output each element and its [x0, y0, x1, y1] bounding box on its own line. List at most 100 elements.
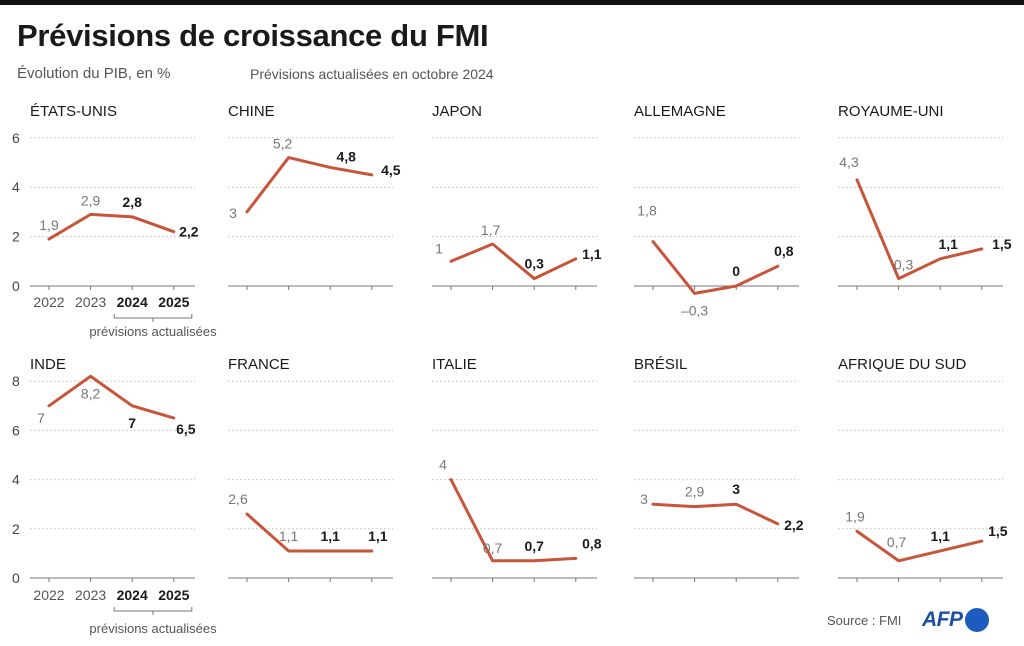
data-label: 5,2 — [273, 136, 293, 152]
data-label: 2,8 — [122, 194, 142, 210]
series-line — [855, 178, 984, 281]
y-tick-label: 0 — [12, 278, 20, 294]
series-line — [651, 240, 780, 295]
forecast-bracket-label: prévisions actualisées — [89, 621, 217, 636]
data-label: 0 — [732, 263, 740, 279]
update-note: Prévisions actualisées en octobre 2024 — [250, 66, 494, 82]
panel-title: ITALIE — [432, 356, 477, 373]
data-label: 1,5 — [992, 236, 1012, 252]
data-label: 1,7 — [481, 222, 501, 238]
panel-title: FRANCE — [228, 356, 290, 373]
y-tick-label: 6 — [12, 422, 20, 438]
series-line — [855, 529, 984, 563]
data-label: 7 — [37, 410, 45, 426]
panel-japon: JAPON 1 1,7 0,3 1,1 — [432, 103, 602, 290]
data-label: 4,3 — [839, 154, 859, 170]
panel-italie: ITALIE 4 0,7 0,7 0,8 — [432, 356, 602, 582]
y-tick-label: 0 — [12, 570, 20, 586]
y-tick-label: 2 — [12, 521, 20, 537]
top-rule — [0, 0, 1024, 5]
data-label: 0,7 — [887, 534, 907, 550]
y-tick-label: 2 — [12, 229, 20, 245]
data-label: 0,8 — [774, 243, 794, 259]
y-tick-label: 4 — [12, 472, 20, 488]
data-label: 6,5 — [176, 421, 196, 437]
panel-title: INDE — [30, 356, 66, 373]
panel-title: CHINE — [228, 103, 275, 120]
data-label: 3 — [229, 205, 237, 221]
data-label: –0,3 — [681, 302, 708, 318]
y-tick-label: 8 — [12, 373, 20, 389]
panel-france: FRANCE 2,6 1,1 1,1 1,1 — [228, 356, 393, 582]
x-tick-label: 2024 — [117, 587, 148, 603]
data-label: 1,1 — [320, 528, 340, 544]
series-line — [651, 502, 780, 526]
data-label: 2,9 — [81, 192, 101, 208]
series-line — [245, 156, 374, 214]
source-note: Source : FMI — [827, 613, 902, 628]
data-label: 3 — [640, 491, 648, 507]
data-label: 1,1 — [368, 528, 388, 544]
data-label: 1,5 — [988, 523, 1008, 539]
panel-inde: INDE 0 2 4 6 8 2022 2023 2024 2025 prévisions actu… — [12, 356, 217, 636]
series-line — [47, 374, 176, 420]
panel-title: BRÉSIL — [634, 356, 687, 373]
forecast-bracket-label: prévisions actualisées — [89, 324, 217, 339]
series-line — [245, 512, 374, 553]
data-label: 1,9 — [845, 508, 865, 524]
panel-title: JAPON — [432, 103, 482, 120]
panel-allemagne: ALLEMAGNE 1,8 –0,3 0 0,8 — [634, 103, 799, 318]
panel-title: AFRIQUE DU SUD — [838, 356, 967, 373]
y-tick-label: 6 — [12, 130, 20, 146]
data-label: 2,6 — [228, 491, 248, 507]
data-label: 2,9 — [685, 484, 705, 500]
x-tick-label: 2023 — [75, 294, 106, 310]
panel--tats-unis: ÉTATS-UNIS 0 2 4 6 2022 2023 2024 2025 prévisions… — [12, 103, 217, 339]
series-line — [449, 478, 578, 563]
data-label: 4,5 — [381, 162, 401, 178]
afp-logo-text: AFP — [922, 608, 963, 631]
x-tick-label: 2022 — [33, 294, 64, 310]
x-tick-label: 2025 — [158, 587, 189, 603]
data-label: 1,1 — [930, 528, 950, 544]
afp-logo: AFP — [922, 604, 989, 636]
panel-title: ALLEMAGNE — [634, 103, 726, 120]
panel-afrique-du-sud: AFRIQUE DU SUD 1,9 0,7 1,1 1,5 — [838, 356, 1008, 582]
subtitle: Évolution du PIB, en % — [17, 65, 171, 82]
data-label: 4 — [439, 457, 447, 473]
data-label: 1,9 — [39, 217, 59, 233]
data-label: 3 — [732, 481, 740, 497]
page-title: Prévisions de croissance du FMI — [17, 18, 489, 53]
y-tick-label: 4 — [12, 179, 20, 195]
data-label: 1,1 — [279, 528, 299, 544]
panel-title: ÉTATS-UNIS — [30, 103, 117, 120]
panel-br-sil: BRÉSIL 3 2,9 3 2,2 — [634, 356, 804, 582]
chart-row-1: ÉTATS-UNIS 0 2 4 6 2022 2023 2024 2025 prévisions… — [12, 103, 1012, 339]
data-label: 2,2 — [784, 517, 804, 533]
chart-row-2: INDE 0 2 4 6 8 2022 2023 2024 2025 prévisions actu… — [12, 356, 1008, 636]
data-label: 0,8 — [582, 535, 602, 551]
series-line — [449, 242, 578, 281]
forecast-bracket — [113, 607, 193, 615]
x-tick-label: 2023 — [75, 587, 106, 603]
panel-royaume-uni: ROYAUME-UNI 4,3 0,3 1,1 1,5 — [838, 103, 1012, 290]
data-label: 0,7 — [524, 538, 544, 554]
data-label: 1,1 — [938, 236, 958, 252]
data-label: 1,1 — [582, 246, 602, 262]
panel-title: ROYAUME-UNI — [838, 103, 944, 120]
panel-chine: CHINE 3 5,2 4,8 4,5 — [228, 103, 401, 290]
x-tick-label: 2025 — [158, 294, 189, 310]
data-label: 8,2 — [81, 385, 101, 401]
data-label: 2,2 — [179, 224, 199, 240]
series-line — [47, 212, 176, 241]
data-label: 4,8 — [336, 148, 356, 164]
data-label: 1 — [435, 240, 443, 256]
data-label: 0,3 — [524, 256, 544, 272]
data-label: 7 — [128, 415, 136, 431]
data-label: 0,3 — [894, 257, 914, 273]
data-label: 0,7 — [483, 540, 503, 556]
data-label: 1,8 — [637, 203, 657, 219]
forecast-bracket — [113, 314, 193, 322]
afp-logo-dot — [964, 608, 989, 632]
